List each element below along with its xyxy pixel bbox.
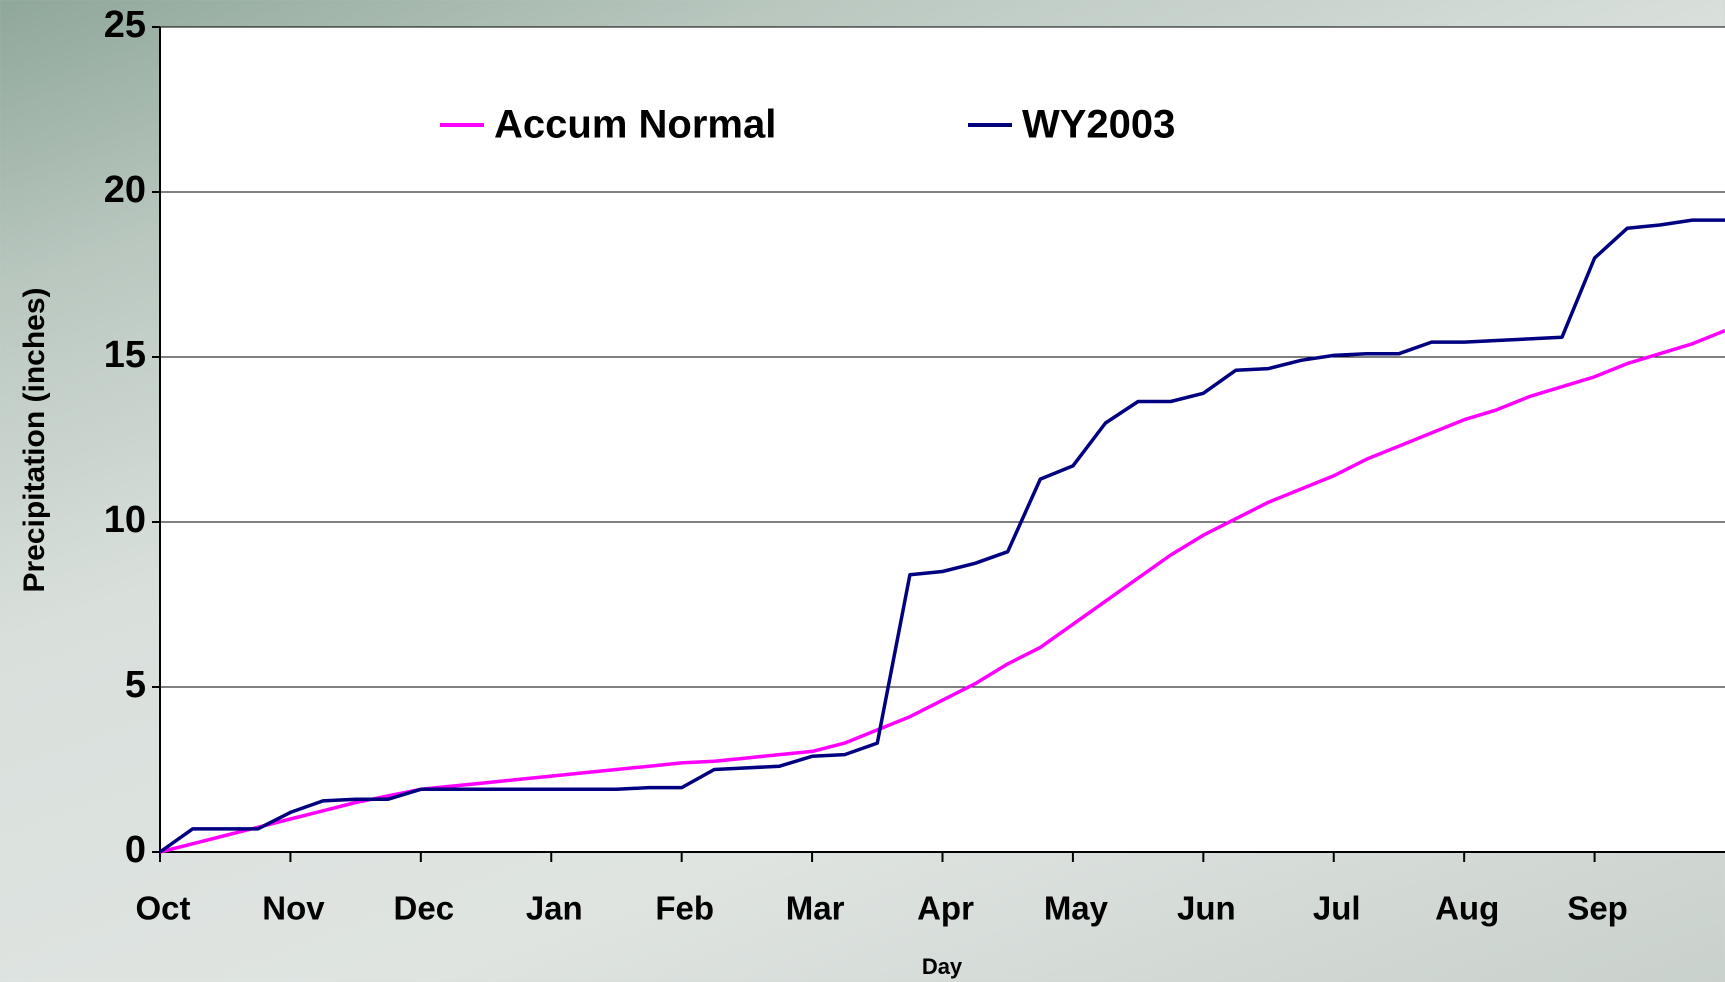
y-tick-label: 25 xyxy=(104,4,146,46)
x-tick-label: Dec xyxy=(394,890,455,927)
y-tick-label: 0 xyxy=(125,829,146,871)
y-tick-label: 15 xyxy=(104,334,146,376)
x-tick-label: Jul xyxy=(1313,890,1361,927)
y-axis-title: Precipitation (inches) xyxy=(18,287,51,592)
x-tick-label: Nov xyxy=(262,890,325,927)
legend-label: WY2003 xyxy=(1022,103,1175,147)
x-tick-label: Sep xyxy=(1567,890,1628,927)
plot-area xyxy=(160,27,1725,852)
series-line xyxy=(158,218,1725,854)
x-tick-label: Oct xyxy=(135,890,190,927)
x-tick-label: Aug xyxy=(1435,890,1499,927)
y-tick-label: 5 xyxy=(125,664,146,706)
legend-label: Accum Normal xyxy=(494,103,776,147)
x-tick-label: Feb xyxy=(655,890,714,927)
x-tick-label: Jun xyxy=(1177,890,1236,927)
x-tick-label: Mar xyxy=(786,890,845,927)
x-axis-title: Day xyxy=(922,954,963,979)
x-tick-label: Apr xyxy=(917,890,974,927)
x-tick-label: Jan xyxy=(526,890,583,927)
y-tick-label: 10 xyxy=(104,499,146,541)
y-tick-label: 20 xyxy=(104,169,146,211)
x-tick-label: May xyxy=(1044,890,1109,927)
